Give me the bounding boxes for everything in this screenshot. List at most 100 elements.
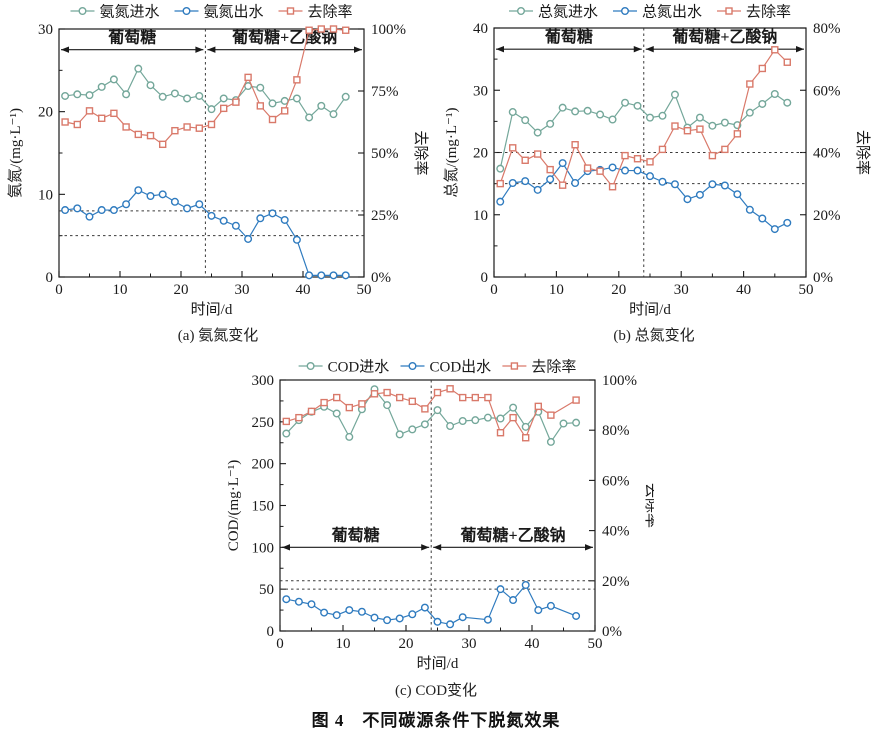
svg-text:去除率: 去除率 [854,130,871,175]
chart-total-nitrogen-block: 0 10 20 30 40 50 0 10 20 30 40 0% 20% 40% 60% 80% 葡萄糖 葡萄糖… [436,0,872,322]
svg-text:去除率: 去除率 [308,4,353,21]
svg-text:0: 0 [481,270,489,286]
svg-text:0: 0 [55,282,63,298]
svg-text:COD/(mg·L⁻¹): COD/(mg·L⁻¹) [226,460,242,552]
svg-text:40: 40 [525,636,540,652]
svg-text:去除率: 去除率 [412,130,429,175]
svg-text:葡萄糖: 葡萄糖 [331,525,380,544]
series-COD出水 [282,580,581,629]
svg-text:时间/d: 时间/d [417,655,459,672]
svg-text:250: 250 [252,415,275,431]
svg-text:25%: 25% [371,208,399,224]
svg-text:0%: 0% [371,270,391,286]
chart-cod-block: 0 10 20 30 40 50 0 50 100 150 200 250 300 0% 20% 40% 60%… [218,355,654,677]
svg-text:葡萄糖+乙酸钠: 葡萄糖+乙酸钠 [671,27,777,46]
svg-text:0: 0 [267,624,275,640]
guide-lines [494,28,806,277]
axes: 0 10 20 30 40 50 0 10 20 30 0% 25% 50% 75% 100% [38,22,406,298]
svg-text:去除率: 去除率 [746,4,791,21]
svg-text:60%: 60% [602,473,630,489]
svg-text:10: 10 [549,282,564,298]
svg-text:50: 50 [357,282,372,298]
phase-regions: 葡萄糖 葡萄糖+乙酸钠 [496,27,804,53]
svg-text:总氮/(mg·L⁻¹): 总氮/(mg·L⁻¹) [443,108,460,198]
svg-text:150: 150 [252,499,275,515]
svg-text:0: 0 [276,636,284,652]
svg-text:100: 100 [252,540,275,556]
svg-text:300: 300 [252,373,275,389]
legend: COD进水 COD出水 去除率 [298,359,576,376]
series-氨氮出水 [61,186,350,280]
chart-ammonia-block: 0 10 20 30 40 50 0 10 20 30 0% 25% 50% 75% 100% 葡萄糖 葡萄糖+… [0,0,436,322]
svg-text:100%: 100% [602,373,637,389]
svg-text:30: 30 [473,83,488,99]
svg-text:COD出水: COD出水 [430,359,492,376]
svg-text:30: 30 [674,282,689,298]
svg-text:40%: 40% [813,146,841,162]
svg-text:20: 20 [399,636,414,652]
svg-text:0%: 0% [813,270,833,286]
svg-text:20: 20 [174,282,189,298]
svg-text:75%: 75% [371,84,399,100]
svg-text:40: 40 [296,282,311,298]
svg-text:氨氮/(mg·L⁻¹): 氨氮/(mg·L⁻¹) [7,108,24,198]
series-去除率 [282,385,580,442]
legend: 总氮进水 总氮出水 去除率 [509,4,791,21]
svg-text:时间/d: 时间/d [629,301,671,318]
svg-text:20: 20 [38,105,53,121]
svg-text:氨氮进水: 氨氮进水 [100,4,160,21]
svg-text:50: 50 [259,582,274,598]
guide-lines [280,380,595,631]
svg-text:20: 20 [473,146,488,162]
svg-text:20%: 20% [813,208,841,224]
svg-text:50: 50 [799,282,814,298]
figure-caption: 图 4 不同碳源条件下脱氮效果 [311,711,561,730]
svg-text:40: 40 [473,21,488,37]
svg-text:葡萄糖+乙酸钠: 葡萄糖+乙酸钠 [460,525,566,544]
svg-text:COD进水: COD进水 [328,359,390,376]
chart-cod-subtitle: (c) COD变化 [394,683,478,699]
legend: 氨氮进水 氨氮出水 去除率 [70,4,353,21]
svg-text:80%: 80% [602,423,630,439]
svg-text:时间/d: 时间/d [191,301,233,318]
svg-text:60%: 60% [813,83,841,99]
svg-text:10: 10 [38,187,53,203]
svg-text:30: 30 [462,636,477,652]
svg-text:去除率: 去除率 [643,483,654,528]
svg-text:10: 10 [336,636,351,652]
series-氨氮进水 [61,64,350,122]
svg-text:10: 10 [113,282,128,298]
svg-text:100%: 100% [371,22,406,38]
svg-text:0%: 0% [602,624,622,640]
chart-ammonia-canvas: 0 10 20 30 40 50 0 10 20 30 0% 25% 50% 75% 100% 葡萄糖 葡萄糖+… [7,4,429,319]
svg-text:去除率: 去除率 [531,359,576,376]
guide-lines [59,29,364,277]
svg-text:200: 200 [252,457,275,473]
chart-total-nitrogen-subtitle: (b) 总氮变化 [613,328,695,344]
chart-cod-canvas: 0 10 20 30 40 50 0 50 100 150 200 250 300 0% 20% 40% 60%… [226,359,654,673]
svg-text:50%: 50% [371,146,399,162]
svg-text:葡萄糖: 葡萄糖 [544,27,593,46]
series-总氮进水 [496,89,792,173]
svg-text:30: 30 [235,282,250,298]
series-总氮出水 [496,159,792,234]
svg-text:10: 10 [473,208,488,224]
axes: 0 10 20 30 40 50 0 50 100 150 200 250 300 0% 20% 40% 60%… [252,373,638,652]
svg-text:50: 50 [588,636,603,652]
svg-text:氨氮出水: 氨氮出水 [204,4,264,21]
phase-regions: 葡萄糖 葡萄糖+乙酸钠 [282,525,593,551]
svg-text:40: 40 [736,282,751,298]
series-去除率 [496,46,791,191]
svg-text:总氮进水: 总氮进水 [538,4,598,21]
svg-text:葡萄糖: 葡萄糖 [107,28,156,47]
svg-text:0: 0 [490,282,498,298]
svg-text:30: 30 [38,22,53,38]
svg-text:总氮出水: 总氮出水 [642,4,702,21]
chart-ammonia-subtitle: (a) 氨氮变化 [177,328,259,344]
phase-regions: 葡萄糖 葡萄糖+乙酸钠 [61,28,362,53]
